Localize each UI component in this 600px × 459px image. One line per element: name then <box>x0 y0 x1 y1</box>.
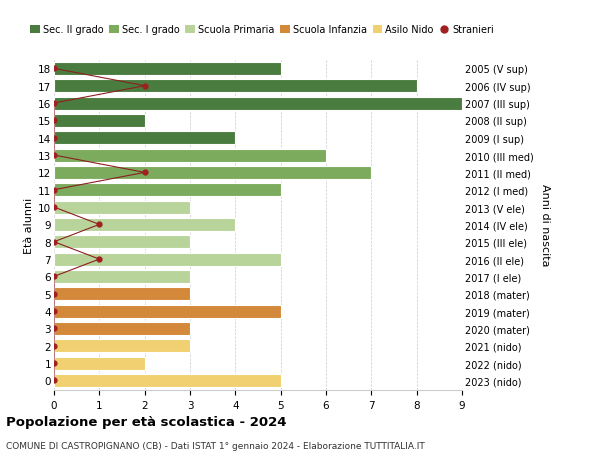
Bar <box>54 340 190 353</box>
Bar <box>54 270 190 283</box>
Bar <box>54 253 281 266</box>
Bar <box>54 357 145 370</box>
Bar <box>54 115 145 128</box>
Bar <box>54 132 235 145</box>
Text: Popolazione per età scolastica - 2024: Popolazione per età scolastica - 2024 <box>6 415 287 428</box>
Bar <box>54 374 281 387</box>
Bar <box>54 63 281 76</box>
Bar <box>54 184 281 197</box>
Y-axis label: Anni di nascita: Anni di nascita <box>541 184 550 266</box>
Text: COMUNE DI CASTROPIGNANO (CB) - Dati ISTAT 1° gennaio 2024 - Elaborazione TUTTITA: COMUNE DI CASTROPIGNANO (CB) - Dati ISTA… <box>6 441 425 450</box>
Legend: Sec. II grado, Sec. I grado, Scuola Primaria, Scuola Infanzia, Asilo Nido, Stran: Sec. II grado, Sec. I grado, Scuola Prim… <box>26 22 498 39</box>
Bar <box>54 218 235 231</box>
Y-axis label: Età alunni: Età alunni <box>24 197 34 253</box>
Bar <box>54 288 190 301</box>
Bar <box>54 97 462 110</box>
Bar <box>54 201 190 214</box>
Bar <box>54 305 281 318</box>
Bar <box>54 167 371 179</box>
Bar <box>54 236 190 249</box>
Bar <box>54 322 190 335</box>
Bar <box>54 149 326 162</box>
Bar <box>54 80 416 93</box>
